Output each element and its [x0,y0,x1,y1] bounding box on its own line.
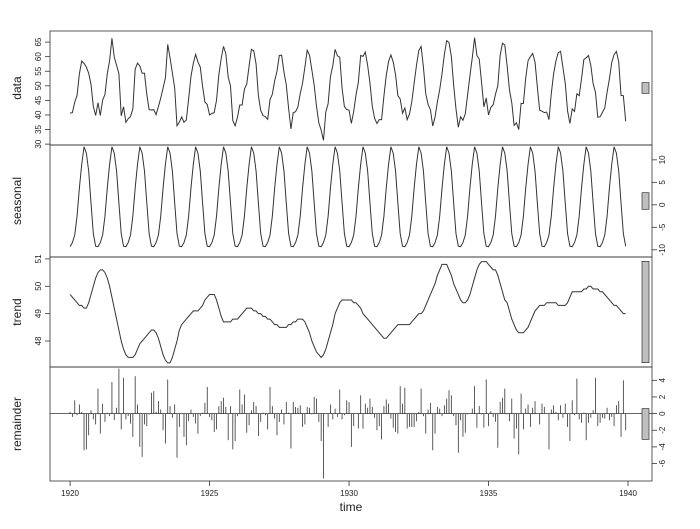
y-tick-label: 50 [34,281,43,290]
range-bar [641,408,650,440]
y-tick-label: 0 [658,411,667,416]
y-tick-label: 60 [34,52,43,61]
y-tick-label: 35 [34,125,43,134]
y-tick-label: -5 [658,223,667,231]
y-tick-label: -6 [658,459,667,467]
series-line [69,261,626,364]
y-tick-label: 48 [34,336,43,345]
x-tick-label: 1935 [480,489,498,498]
range-bar [641,192,650,210]
panel-frame [49,256,653,368]
panel-label: data [10,76,24,100]
y-tick-label: 0 [658,202,667,207]
panel-label: seasonal [10,177,24,225]
y-tick-label: 2 [658,394,667,399]
x-tick-label: 1925 [201,489,219,498]
y-tick-label: 30 [34,139,43,148]
y-tick-label: -10 [658,243,667,255]
range-bar [641,261,650,363]
range-bar [641,82,650,94]
y-tick-label: 45 [34,95,43,104]
panel-label: trend [10,298,24,325]
y-tick-label: 5 [658,180,667,185]
series-line [69,37,627,141]
x-axis-label: time [340,500,363,514]
y-tick-label: -4 [658,443,667,451]
x-tick-label: 1940 [619,489,637,498]
y-tick-label: 55 [34,66,43,75]
y-tick-label: -2 [658,426,667,434]
y-tick-label: 50 [34,81,43,90]
y-tick-label: 49 [34,309,43,318]
x-tick-label: 1920 [61,489,79,498]
panel-frame [49,366,653,482]
y-tick-label: 51 [34,254,43,263]
panel-label: remainder [10,397,24,451]
panel-frame [49,30,653,146]
y-tick-label: 65 [34,37,43,46]
y-tick-label: 40 [34,110,43,119]
y-tick-label: 10 [658,155,667,164]
series-line [69,146,627,248]
y-tick-label: 4 [658,378,667,383]
x-tick-label: 1930 [340,489,358,498]
